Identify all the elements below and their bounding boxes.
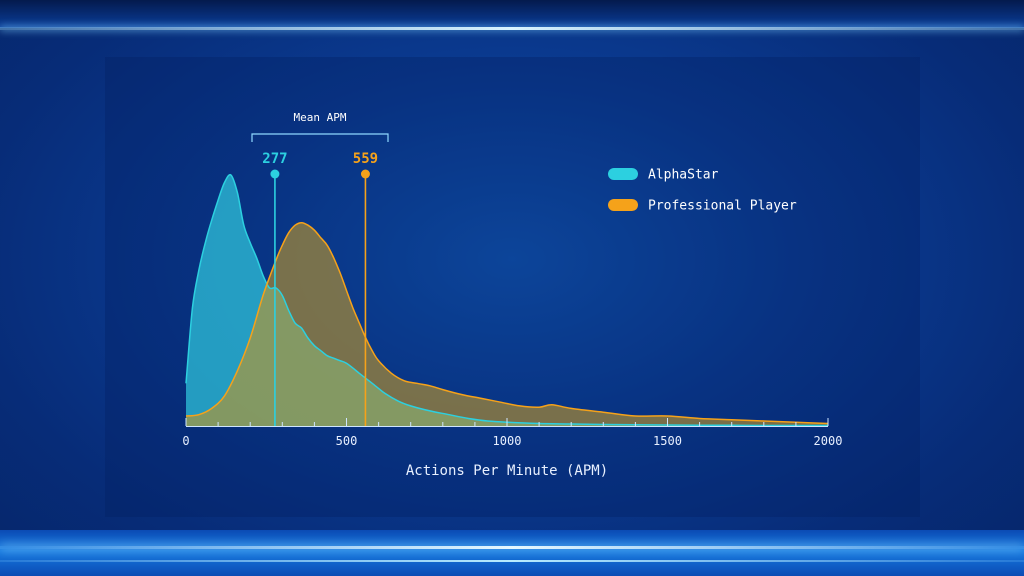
legend-label: Professional Player [648, 199, 797, 214]
x-tick-label: 1000 [493, 434, 522, 448]
legend-label: AlphaStar [648, 168, 719, 183]
x-axis-ticks: 0 500 1000 1500 2000 [182, 418, 842, 448]
professional-player-area [186, 222, 828, 426]
mean-marker-dot [360, 169, 370, 179]
x-tick-label: 1500 [653, 434, 682, 448]
mean-marker-dot [270, 169, 280, 179]
top-glow-line [0, 27, 1024, 30]
chart-legend: AlphaStar Professional Player [608, 168, 797, 214]
top-frame-band [0, 0, 1024, 28]
x-axis-title: Actions Per Minute (APM) [406, 463, 608, 479]
bottom-glow-line-secondary [0, 560, 1024, 562]
bottom-frame-band [0, 530, 1024, 576]
x-tick-label: 500 [336, 434, 358, 448]
x-tick-label: 2000 [814, 434, 843, 448]
bottom-glow-line [0, 546, 1024, 549]
series-areas [185, 173, 829, 427]
legend-swatch [608, 199, 638, 211]
mean-apm-title: Mean APM [294, 111, 347, 124]
mean-value-label: 277 [262, 151, 287, 167]
legend-swatch [608, 168, 638, 180]
mean-value-label: 559 [353, 151, 378, 167]
x-tick-label: 0 [182, 434, 189, 448]
professional-player-line [185, 221, 829, 425]
mean-apm-annotation: Mean APM 277 559 [251, 111, 389, 426]
mean-apm-bracket [251, 133, 389, 142]
mean-markers: 277 559 [262, 151, 378, 426]
alphastar-line [185, 173, 829, 427]
